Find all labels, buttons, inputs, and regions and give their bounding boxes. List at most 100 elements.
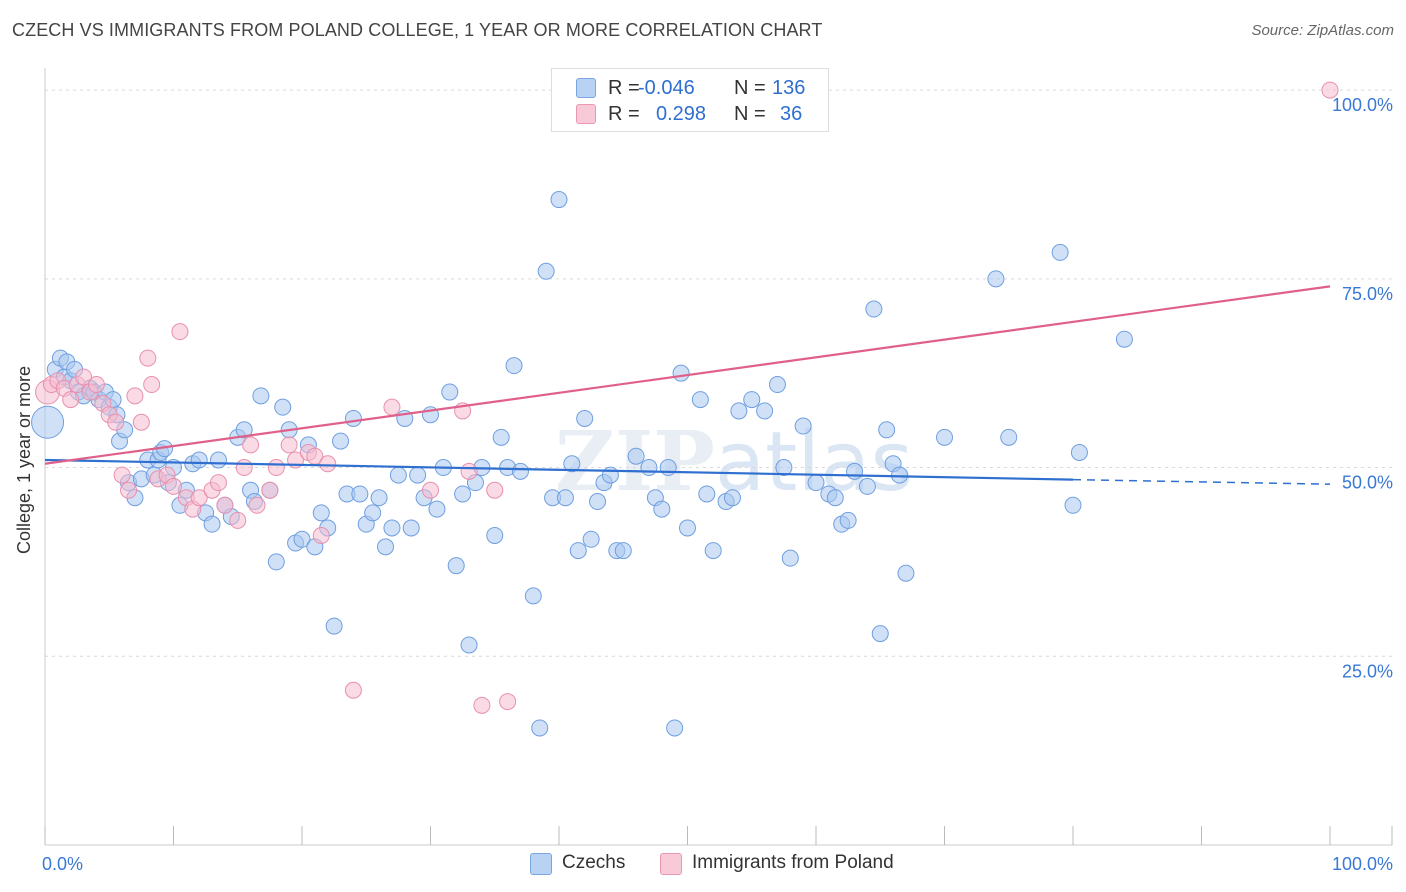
czechs-point xyxy=(627,447,645,465)
poland-point xyxy=(460,462,478,480)
n-value: 36 xyxy=(780,103,803,125)
poland-point xyxy=(344,681,362,699)
czechs-point xyxy=(447,557,465,575)
czechs-point xyxy=(209,451,227,469)
legend-swatch-poland xyxy=(576,104,596,124)
czechs-trendline-extension xyxy=(1072,478,1331,485)
czechs-point xyxy=(582,530,600,548)
czechs-point xyxy=(807,474,825,492)
poland-point xyxy=(171,323,189,341)
poland-trendline xyxy=(44,285,1331,465)
czechs-point xyxy=(511,462,529,480)
czechs-point xyxy=(377,538,395,556)
czechs-point xyxy=(858,477,876,495)
poland-point xyxy=(486,481,504,499)
czechs-point xyxy=(312,504,330,522)
czechs-point xyxy=(576,409,594,427)
czechs-point xyxy=(794,417,812,435)
series-legend-label: Czechs xyxy=(562,852,626,873)
czechs-point xyxy=(235,421,253,439)
czechs-point xyxy=(389,466,407,484)
czechs-point xyxy=(537,262,555,280)
poland-point xyxy=(132,413,150,431)
r-value: -0.046 xyxy=(638,77,695,99)
czechs-point xyxy=(402,519,420,537)
czechs-point xyxy=(865,300,883,318)
czechs-point xyxy=(775,459,793,477)
czechs-point xyxy=(589,493,607,511)
czechs-point xyxy=(936,428,953,446)
poland-point xyxy=(107,413,125,431)
poland-point xyxy=(120,481,138,499)
r-label: R = xyxy=(608,77,640,99)
czechs-point xyxy=(666,719,684,737)
n-label: N = xyxy=(734,103,766,125)
poland-point xyxy=(280,436,298,454)
czechs-point xyxy=(891,466,909,484)
czechs-point xyxy=(486,526,504,544)
x-tick-label-max: 100.0% xyxy=(1332,854,1393,874)
chart-title: CZECH VS IMMIGRANTS FROM POLAND COLLEGE,… xyxy=(12,20,823,40)
poland-point xyxy=(422,481,439,499)
poland-point xyxy=(242,436,260,454)
czechs-point xyxy=(1064,496,1082,514)
czechs-point xyxy=(1115,330,1133,348)
czechs-point xyxy=(505,357,523,375)
x-tick-label-min: 0.0% xyxy=(42,854,83,874)
czechs-point xyxy=(659,459,677,477)
poland-point xyxy=(248,496,266,514)
czechs-point xyxy=(569,542,587,560)
czechs-point xyxy=(492,428,510,446)
czechs-point xyxy=(293,530,311,548)
czechs-point xyxy=(267,553,285,571)
y-tick-label: 100.0% xyxy=(1332,95,1393,115)
poland-point xyxy=(126,387,144,405)
n-value: 136 xyxy=(772,77,806,99)
legend-swatch-czechs xyxy=(530,853,552,875)
czechs-point xyxy=(653,500,671,518)
poland-point xyxy=(143,376,161,394)
czechs-point xyxy=(768,376,786,394)
czechs-point xyxy=(454,485,472,503)
source-label: Source: ZipAtlas.com xyxy=(1251,22,1394,39)
czechs-point xyxy=(252,387,270,405)
czechs-point xyxy=(531,719,549,737)
czechs-point xyxy=(704,542,722,560)
y-axis-label: College, 1 year or more xyxy=(14,365,34,555)
czechs-trendline xyxy=(44,458,1074,481)
poland-point xyxy=(75,368,93,386)
czechs-point xyxy=(897,564,915,582)
r-label: R = xyxy=(608,103,640,125)
czechs-point xyxy=(826,489,844,507)
poland-point xyxy=(165,477,182,495)
poland-point xyxy=(312,526,330,544)
poland-point xyxy=(383,398,401,416)
czechs-point xyxy=(730,402,748,420)
czechs-point xyxy=(878,421,896,439)
czechs-point xyxy=(31,405,65,439)
czechs-point xyxy=(601,466,619,484)
czechs-point xyxy=(524,587,542,605)
czechs-point xyxy=(409,466,427,484)
legend-swatch-poland xyxy=(660,853,682,875)
poland-point xyxy=(499,693,517,711)
czechs-point xyxy=(871,625,889,643)
czechs-point xyxy=(550,191,568,209)
czechs-point xyxy=(364,504,382,522)
czechs-point xyxy=(325,617,343,635)
poland-point xyxy=(190,489,208,507)
czechs-point xyxy=(756,402,774,420)
n-label: N = xyxy=(734,77,766,99)
czechs-point xyxy=(846,462,864,480)
czechs-point xyxy=(556,489,574,507)
poland-point xyxy=(229,511,247,529)
y-tick-label: 50.0% xyxy=(1342,473,1393,493)
poland-point xyxy=(1321,81,1339,99)
czechs-point xyxy=(203,515,221,533)
czechs-point xyxy=(274,398,292,416)
czechs-point xyxy=(614,542,632,560)
czechs-point xyxy=(839,511,857,529)
czechs-point xyxy=(563,455,581,473)
czechs-point xyxy=(1000,428,1018,446)
